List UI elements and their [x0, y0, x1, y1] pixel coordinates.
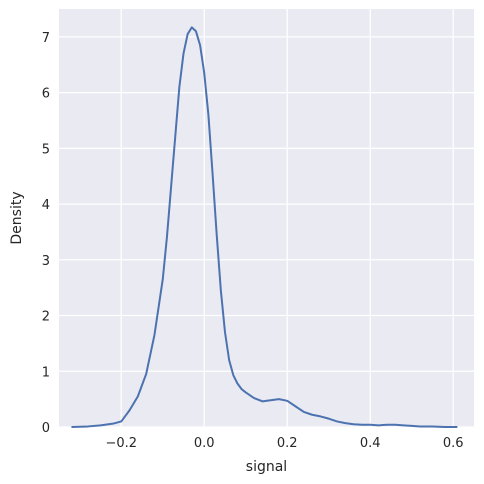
y-tick-label: 2 — [42, 310, 50, 325]
x-tick-label: 0.6 — [443, 436, 464, 451]
y-axis-label: Density — [9, 191, 25, 244]
y-tick-label: 4 — [42, 198, 50, 213]
y-tick-label: 1 — [42, 365, 50, 380]
plot-area — [59, 9, 474, 427]
x-tick-label: −0.2 — [105, 436, 137, 451]
y-tick-label: 5 — [42, 142, 50, 157]
y-tick-label: 6 — [42, 87, 50, 102]
y-tick-label: 0 — [42, 421, 50, 436]
x-tick-label: 0.0 — [194, 436, 215, 451]
x-axis-label: signal — [246, 459, 287, 475]
x-axis-ticks: −0.2 0.0 0.2 0.4 0.6 — [105, 436, 463, 451]
grid-lines — [59, 9, 474, 428]
density-line — [71, 26, 458, 428]
y-axis-ticks: 0 1 2 3 4 5 6 7 — [42, 31, 50, 436]
y-tick-label: 7 — [42, 31, 50, 46]
y-tick-label: 3 — [42, 254, 50, 269]
x-tick-label: 0.4 — [360, 436, 381, 451]
x-tick-label: 0.2 — [277, 436, 298, 451]
